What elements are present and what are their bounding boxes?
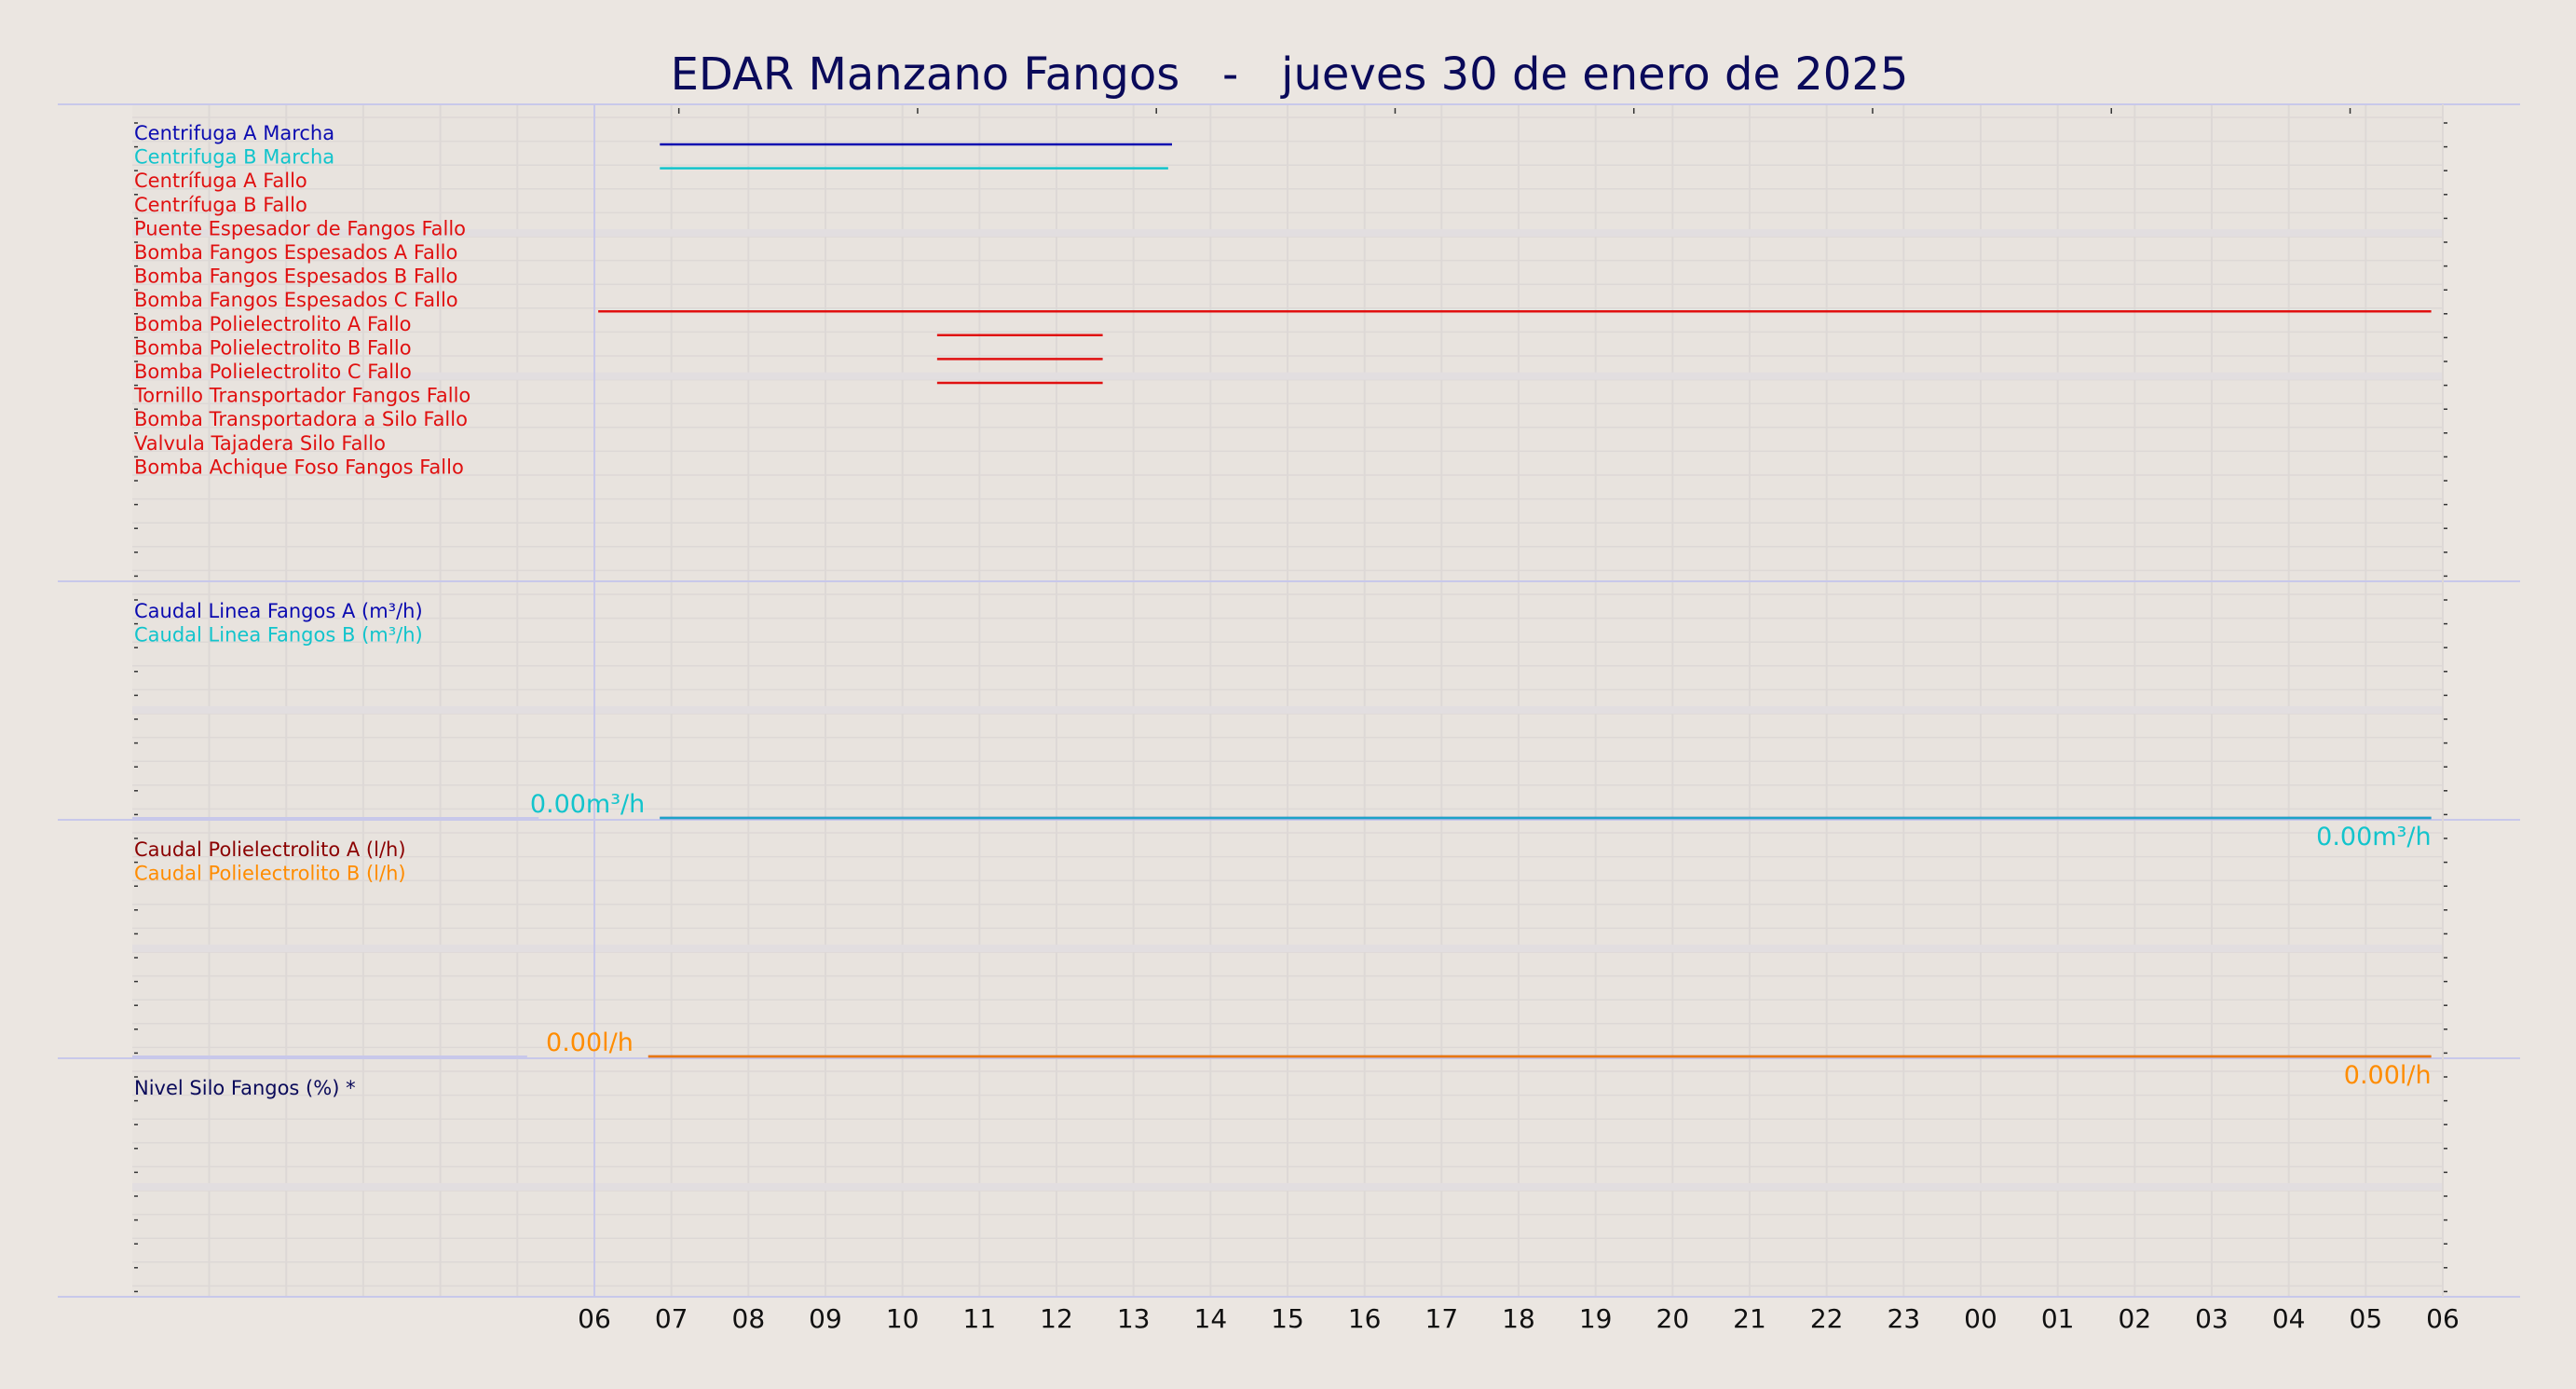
series-label-status: Bomba Polielectrolito B Fallo	[134, 336, 412, 359]
x-tick-label: 13	[1117, 1303, 1151, 1334]
series-label-status: Bomba Fangos Espesados B Fallo	[134, 266, 457, 288]
x-tick-label: 01	[2041, 1303, 2075, 1334]
grid-band	[132, 372, 2443, 380]
panel-caudal-polielectrolito: Caudal Polielectrolito A (l/h)Caudal Pol…	[132, 838, 2432, 1090]
x-tick-label: 17	[1425, 1303, 1459, 1334]
x-tick-label: 19	[1579, 1303, 1613, 1334]
x-tick-label: 23	[1888, 1303, 1921, 1334]
x-tick-label: 09	[809, 1303, 842, 1334]
series-label-status: Centrifuga B Marcha	[134, 146, 334, 169]
series-label-status: Centrífuga A Fallo	[134, 170, 307, 192]
x-tick-label: 02	[2119, 1303, 2152, 1334]
series-label: Caudal Polielectrolito B (l/h)	[134, 863, 406, 885]
grid-band	[132, 1183, 2443, 1191]
series-label-status: Tornillo Transportador Fangos Fallo	[133, 385, 470, 407]
x-tick-label: 00	[1964, 1303, 1997, 1334]
plot-area	[58, 103, 2520, 1298]
x-axis-tick-labels: 06 07 08 09 10 11 12 13 14 15 16 17 18 19 20 21 22 23 00 01…	[578, 1303, 2460, 1334]
x-tick-label: 20	[1656, 1303, 1690, 1334]
series-label-status: Bomba Fangos Espesados C Fallo	[134, 289, 458, 311]
value-label-start: 0.00m³/h	[530, 790, 645, 819]
series-label: Nivel Silo Fangos (%) *	[134, 1077, 356, 1099]
value-label-end: 0.00m³/h	[2316, 823, 2431, 851]
series-label: Caudal Polielectrolito A (l/h)	[134, 838, 406, 861]
series-label-status: Bomba Transportadora a Silo Fallo	[134, 408, 468, 430]
grid-band	[132, 706, 2443, 714]
series-label-status: Bomba Fangos Espesados A Fallo	[134, 241, 457, 264]
series-label-status: Valvula Tajadera Silo Fallo	[134, 432, 386, 455]
chart-title: EDAR Manzano Fangos - jueves 30 de enero…	[671, 48, 1909, 101]
grid-band	[132, 229, 2443, 237]
x-tick-label: 05	[2350, 1303, 2383, 1334]
series-label-status: Centrífuga B Fallo	[134, 194, 307, 216]
series-label-status: Bomba Achique Foso Fangos Fallo	[134, 456, 464, 478]
panel-caudal-fangos: Caudal Linea Fangos A (m³/h)Caudal Linea…	[132, 600, 2432, 851]
x-tick-label: 14	[1194, 1303, 1228, 1334]
series-label: Caudal Linea Fangos A (m³/h)	[134, 600, 423, 622]
x-tick-label: 22	[1810, 1303, 1844, 1334]
value-label-start: 0.00l/h	[546, 1028, 634, 1057]
series-label-status: Bomba Polielectrolito C Fallo	[134, 361, 412, 383]
x-tick-label: 06	[2426, 1303, 2460, 1334]
x-tick-label: 21	[1733, 1303, 1766, 1334]
x-tick-label: 15	[1271, 1303, 1304, 1334]
x-tick-label: 11	[963, 1303, 997, 1334]
x-tick-label: 16	[1348, 1303, 1382, 1334]
x-tick-label: 18	[1502, 1303, 1535, 1334]
x-tick-label: 03	[2195, 1303, 2228, 1334]
x-tick-label: 08	[732, 1303, 766, 1334]
x-tick-label: 10	[886, 1303, 920, 1334]
x-tick-label: 04	[2272, 1303, 2306, 1334]
grid-band	[132, 945, 2443, 952]
value-label-end: 0.00l/h	[2344, 1061, 2432, 1090]
series-label-status: Puente Espesador de Fangos Fallo	[134, 217, 466, 239]
panel-nivel-silo: Nivel Silo Fangos (%) *	[134, 1077, 356, 1099]
x-tick-label: 07	[655, 1303, 688, 1334]
series-label: Caudal Linea Fangos B (m³/h)	[134, 624, 423, 647]
series-label-status: Bomba Polielectrolito A Fallo	[134, 313, 412, 335]
x-tick-label: 06	[578, 1303, 611, 1334]
x-tick-label: 12	[1040, 1303, 1073, 1334]
series-label-status: Centrifuga A Marcha	[134, 122, 334, 144]
